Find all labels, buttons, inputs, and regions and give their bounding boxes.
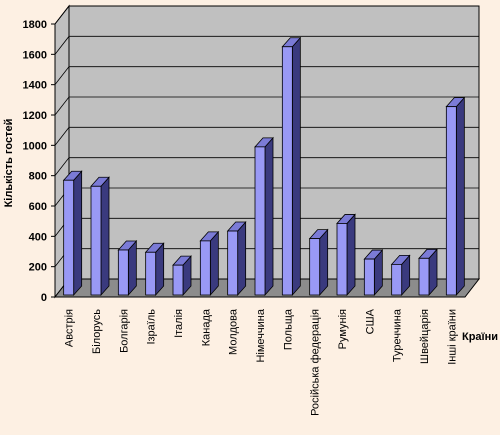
bar xyxy=(336,213,356,297)
x-tick-label: Ізраїль xyxy=(146,309,158,345)
bar-front xyxy=(63,179,75,296)
bar xyxy=(172,255,192,297)
bars xyxy=(62,36,466,297)
bar-front xyxy=(281,46,293,296)
x-tick-label: Швейцарія xyxy=(419,309,431,364)
x-tick-label: Російська федерація xyxy=(310,309,322,416)
y-tick-label: 1800 xyxy=(23,19,47,31)
y-tick-label: 0 xyxy=(41,292,47,304)
bar-side xyxy=(455,96,465,297)
y-tick-label: 1600 xyxy=(23,49,47,61)
bar-side xyxy=(237,220,247,297)
x-tick-label: Італія xyxy=(173,309,185,338)
bar-front xyxy=(363,258,375,296)
x-tick-label: Австрія xyxy=(64,309,76,347)
bar-front xyxy=(117,249,129,296)
bar-side xyxy=(346,213,356,297)
bar-front xyxy=(254,146,266,296)
x-tick-label: Польща xyxy=(282,308,294,350)
bar xyxy=(226,220,247,297)
x-axis-label: Країни xyxy=(462,331,498,343)
bar xyxy=(445,96,466,297)
back-wall xyxy=(68,5,480,280)
x-tick-label: Канада xyxy=(200,308,212,346)
y-tick-label: 400 xyxy=(29,231,47,243)
bar-side xyxy=(264,136,274,297)
bar-side xyxy=(73,170,83,297)
bar-front xyxy=(172,264,184,296)
y-tick-labels: 0 200 400 600 800 1000 1200 1400 1600 1800 xyxy=(23,19,47,304)
y-tick-label: 1000 xyxy=(23,140,47,152)
bar xyxy=(363,249,384,297)
x-tick-label: Інші країни xyxy=(446,309,458,365)
x-tick-label: Німеччина xyxy=(255,308,267,362)
bar-front xyxy=(199,240,211,296)
x-tick-label: США xyxy=(364,308,376,334)
gridline xyxy=(54,126,479,146)
bar xyxy=(199,230,220,297)
y-tick-label: 600 xyxy=(29,201,47,213)
bar xyxy=(390,254,411,297)
x-tick-label: Молдова xyxy=(228,308,240,355)
bar xyxy=(62,170,83,297)
bar-front xyxy=(90,185,102,296)
bar-side xyxy=(209,230,219,297)
bar-side xyxy=(319,228,329,297)
bar-front xyxy=(445,106,457,296)
bar-front xyxy=(336,223,348,296)
x-tick-label: Білорусь xyxy=(91,309,103,354)
bar xyxy=(90,176,110,297)
x-tick-label: Болгарія xyxy=(118,309,130,353)
bar-side xyxy=(291,36,301,297)
bar-front xyxy=(418,257,430,296)
y-tick-label: 800 xyxy=(29,171,47,183)
bar-front xyxy=(391,263,403,296)
gridline xyxy=(54,96,479,116)
bar-front xyxy=(145,251,157,296)
x-tick-label: Румунія xyxy=(337,309,349,349)
bar-side xyxy=(100,176,110,297)
x-tick-label: Туреччина xyxy=(392,308,404,362)
bar xyxy=(254,136,274,297)
gridline xyxy=(54,157,479,176)
gridline xyxy=(54,66,479,85)
gridline xyxy=(54,35,479,55)
bar xyxy=(281,36,302,297)
bar xyxy=(117,239,138,297)
bar-front xyxy=(227,230,239,296)
y-axis-label: Кількість гостей xyxy=(3,119,15,208)
y-tick-label: 200 xyxy=(29,262,47,274)
bar-front xyxy=(309,238,321,296)
bar xyxy=(144,242,165,297)
x-tick-labels: Австрія Білорусь Болгарія Ізраїль Італія Кана… xyxy=(64,308,459,416)
bar xyxy=(418,248,438,297)
bar xyxy=(308,228,329,297)
y-tick-label: 1400 xyxy=(23,80,47,92)
y-tick-label: 1200 xyxy=(23,110,47,122)
gridline xyxy=(54,5,479,25)
